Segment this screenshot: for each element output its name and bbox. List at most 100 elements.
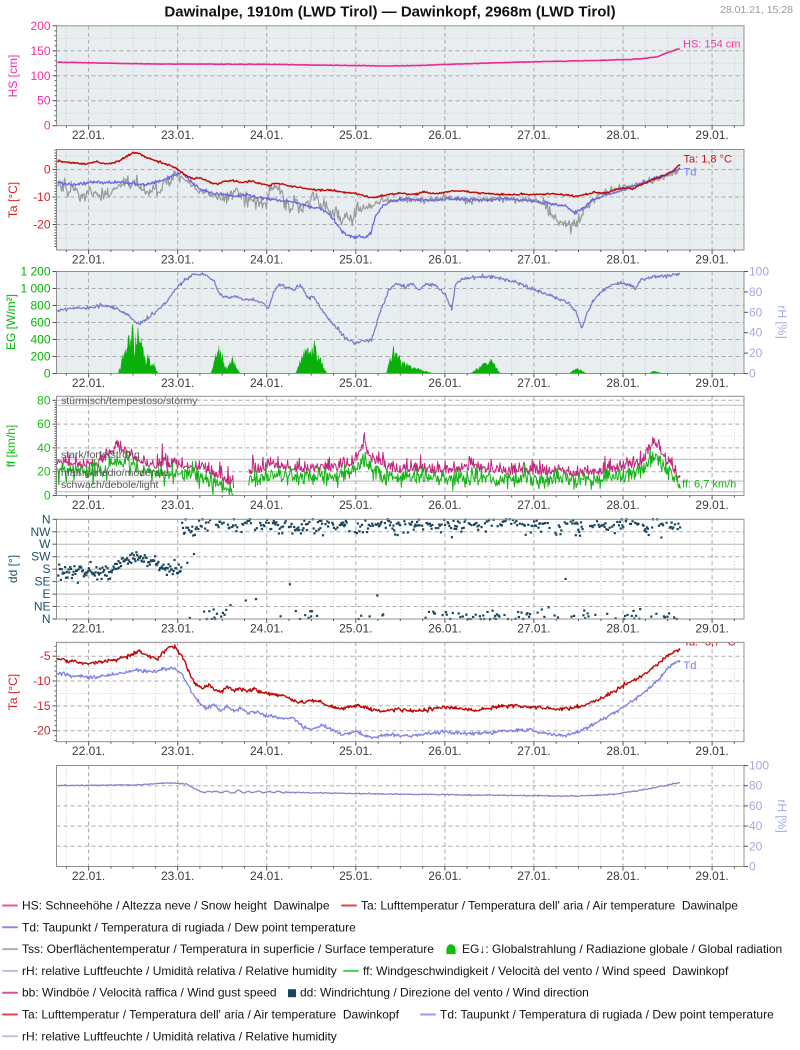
svg-text:S: S (42, 562, 50, 576)
svg-text:28.01.: 28.01. (606, 498, 639, 512)
svg-text:Ta: 1,8 °C: Ta: 1,8 °C (684, 154, 732, 166)
svg-text:HS [cm]: HS [cm] (6, 55, 20, 98)
svg-text:24.01.: 24.01. (250, 622, 283, 636)
svg-text:schwach/debole/light: schwach/debole/light (61, 479, 159, 491)
svg-text:25.01.: 25.01. (339, 622, 372, 636)
svg-text:22.01.: 22.01. (72, 869, 105, 883)
svg-text:1 200: 1 200 (20, 265, 50, 279)
svg-text:600: 600 (30, 316, 50, 330)
svg-text:24.01.: 24.01. (250, 253, 283, 267)
svg-text:Ta: -3,7 °C: Ta: -3,7 °C (684, 637, 736, 649)
svg-text:22.01.: 22.01. (72, 253, 105, 267)
svg-text:ff: 6,7 km/h: ff: 6,7 km/h (682, 479, 736, 491)
svg-text:28.01.: 28.01. (606, 376, 639, 390)
svg-text:60: 60 (749, 799, 763, 813)
svg-text:0: 0 (749, 860, 756, 874)
svg-text:800: 800 (30, 299, 50, 313)
svg-text:22.01.: 22.01. (72, 376, 105, 390)
svg-text:0: 0 (749, 367, 756, 381)
svg-text:HS: Schneehöhe / Altezza neve: HS: Schneehöhe / Altezza neve / Snow hei… (22, 899, 330, 913)
svg-text:200: 200 (30, 19, 50, 33)
svg-text:29.01.: 29.01. (695, 253, 728, 267)
svg-text:28.01.: 28.01. (606, 869, 639, 883)
svg-text:bb: Windböe / Velocità raffica: bb: Windböe / Velocità raffica / Wind gu… (22, 986, 277, 1000)
svg-text:rH: relative Luftfeuchte / Umi: rH: relative Luftfeuchte / Umidità relat… (22, 1029, 337, 1043)
svg-text:26.01.: 26.01. (428, 744, 461, 758)
svg-text:20: 20 (37, 465, 51, 479)
svg-text:ff: Windgeschwindigkeit / Velo: ff: Windgeschwindigkeit / Velocità del v… (363, 964, 729, 978)
svg-text:1 000: 1 000 (20, 282, 50, 296)
svg-text:60: 60 (749, 305, 763, 319)
svg-text:rH [%]: rH [%] (775, 305, 789, 338)
svg-text:24.01.: 24.01. (250, 498, 283, 512)
svg-text:400: 400 (30, 333, 50, 347)
svg-text:25.01.: 25.01. (339, 376, 372, 390)
svg-text:EG [W/m²]: EG [W/m²] (4, 294, 18, 350)
svg-text:100: 100 (749, 265, 769, 279)
svg-text:27.01.: 27.01. (517, 376, 550, 390)
svg-text:Ta [°C]: Ta [°C] (6, 182, 20, 218)
svg-text:27.01.: 27.01. (517, 869, 550, 883)
svg-text:22.01.: 22.01. (72, 622, 105, 636)
svg-text:dd [°]: dd [°] (6, 555, 20, 583)
svg-text:23.01.: 23.01. (161, 128, 194, 142)
svg-text:25.01.: 25.01. (339, 253, 372, 267)
svg-text:25.01.: 25.01. (339, 869, 372, 883)
svg-text:stark/forte/strong: stark/forte/strong (61, 449, 140, 461)
svg-text:27.01.: 27.01. (517, 128, 550, 142)
svg-text:-20: -20 (33, 724, 51, 738)
svg-text:-15: -15 (33, 699, 51, 713)
svg-text:29.01.: 29.01. (695, 622, 728, 636)
svg-text:W: W (39, 537, 51, 551)
svg-text:Tss: Oberflächentemperatur / T: Tss: Oberflächentemperatur / Temperatura… (22, 942, 434, 956)
svg-text:24.01.: 24.01. (250, 376, 283, 390)
svg-text:0: 0 (44, 367, 51, 381)
svg-text:ff [km/h]: ff [km/h] (4, 425, 18, 467)
svg-text:20: 20 (749, 839, 763, 853)
svg-text:22.01.: 22.01. (72, 128, 105, 142)
svg-text:50: 50 (37, 94, 51, 108)
svg-text:23.01.: 23.01. (161, 498, 194, 512)
svg-text:HS: 154 cm: HS: 154 cm (683, 39, 740, 51)
svg-text:Td: Taupunkt / Temperatura di: Td: Taupunkt / Temperatura di rugiada / … (22, 920, 356, 934)
svg-text:N: N (42, 612, 51, 626)
svg-text:28.01.: 28.01. (606, 128, 639, 142)
svg-text:60: 60 (37, 417, 51, 431)
svg-text:40: 40 (749, 326, 763, 340)
svg-text:SW: SW (31, 550, 51, 564)
svg-text:23.01.: 23.01. (161, 869, 194, 883)
svg-text:24.01.: 24.01. (250, 128, 283, 142)
svg-text:29.01.: 29.01. (695, 128, 728, 142)
svg-text:80: 80 (749, 779, 763, 793)
svg-text:29.01.: 29.01. (695, 869, 728, 883)
svg-text:24.01.: 24.01. (250, 869, 283, 883)
svg-text:stürmisch/tempestoso/stormy: stürmisch/tempestoso/stormy (61, 395, 198, 407)
svg-text:150: 150 (30, 44, 50, 58)
svg-text:-5: -5 (40, 649, 51, 663)
svg-text:22.01.: 22.01. (72, 744, 105, 758)
svg-text:23.01.: 23.01. (161, 376, 194, 390)
svg-text:25.01.: 25.01. (339, 744, 372, 758)
svg-text:Dawinalpe, 1910m (LWD Tirol) —: Dawinalpe, 1910m (LWD Tirol) — Dawinkopf… (164, 4, 615, 21)
svg-text:Ta: Lufttemperatur / Temperatu: Ta: Lufttemperatur / Temperatura dell' a… (361, 899, 738, 913)
svg-text:rH: relative Luftfeuchte / Umi: rH: relative Luftfeuchte / Umidità relat… (22, 964, 337, 978)
svg-text:23.01.: 23.01. (161, 622, 194, 636)
svg-text:80: 80 (37, 393, 51, 407)
svg-text:26.01.: 26.01. (428, 498, 461, 512)
svg-text:SE: SE (34, 575, 50, 589)
svg-text:0: 0 (44, 163, 51, 177)
svg-text:27.01.: 27.01. (517, 498, 550, 512)
svg-text:20: 20 (749, 346, 763, 360)
svg-text:28.01.: 28.01. (606, 253, 639, 267)
svg-text:27.01.: 27.01. (517, 253, 550, 267)
svg-text:dd: Windrichtung / Direzione d: dd: Windrichtung / Direzione del vento /… (300, 986, 589, 1000)
svg-text:200: 200 (30, 350, 50, 364)
svg-text:23.01.: 23.01. (161, 744, 194, 758)
svg-text:-10: -10 (33, 674, 51, 688)
svg-text:29.01.: 29.01. (695, 498, 728, 512)
svg-text:29.01.: 29.01. (695, 744, 728, 758)
svg-text:28.01.: 28.01. (606, 622, 639, 636)
svg-text:22.01.: 22.01. (72, 498, 105, 512)
svg-text:0: 0 (44, 119, 51, 133)
svg-text:80: 80 (749, 285, 763, 299)
